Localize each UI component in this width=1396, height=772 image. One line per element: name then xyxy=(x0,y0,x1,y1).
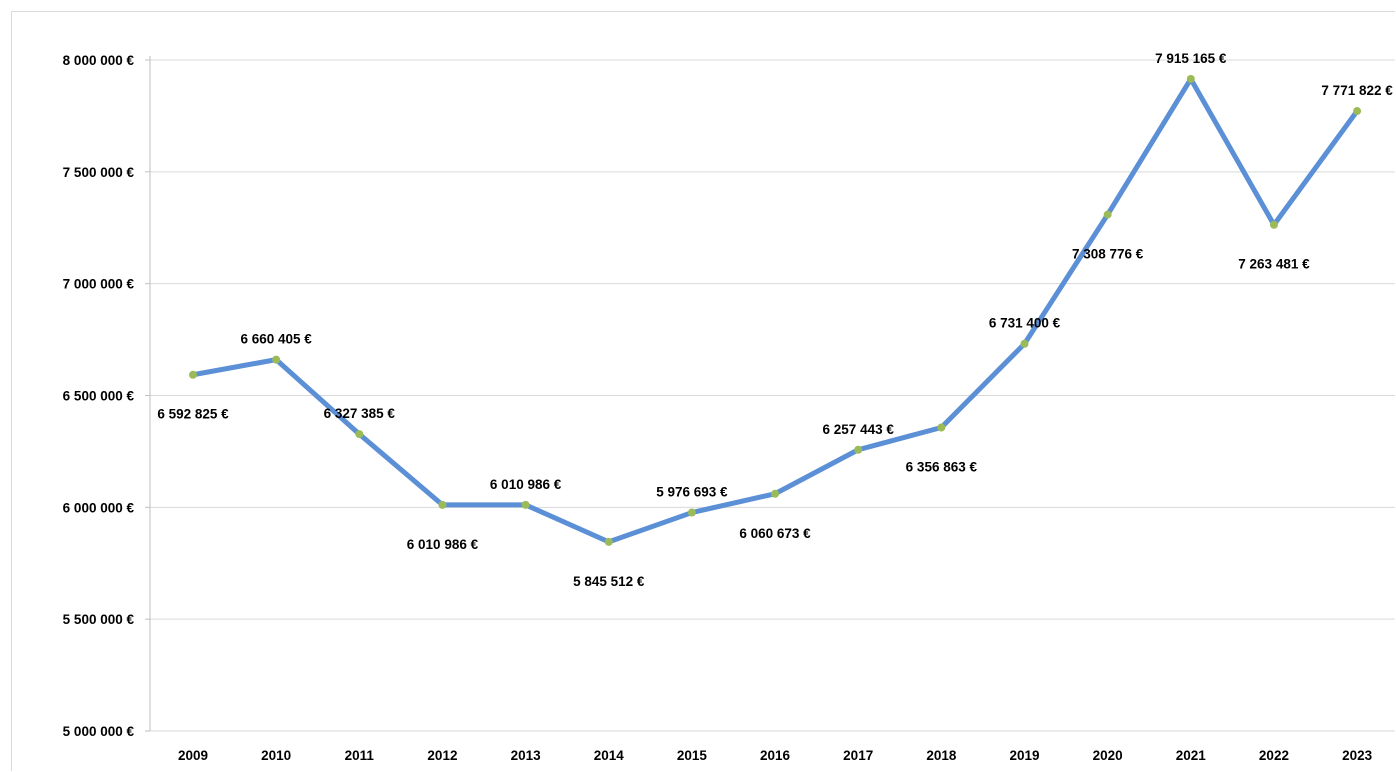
data-point xyxy=(604,537,613,546)
data-point xyxy=(937,423,946,432)
gridlines xyxy=(150,59,1395,732)
data-label: 7 915 165 € xyxy=(1155,51,1227,66)
series-polyline xyxy=(190,76,1360,545)
data-label: 7 263 481 € xyxy=(1238,257,1310,272)
data-point xyxy=(521,500,530,509)
data-point xyxy=(1103,210,1112,219)
x-tick-label: 2016 xyxy=(760,748,791,763)
data-point xyxy=(438,500,447,509)
data-label: 6 356 863 € xyxy=(906,460,978,475)
data-point xyxy=(355,430,364,439)
data-labels: 6 592 825 € 6 660 405 € 6 327 385 € 6 010 9… xyxy=(157,51,1393,589)
data-label: 6 327 385 € xyxy=(324,406,396,421)
data-point xyxy=(1269,220,1278,229)
x-tick-label: 2010 xyxy=(261,748,291,763)
y-tick-label: 5 500 000 € xyxy=(63,612,135,627)
data-label: 5 845 512 € xyxy=(573,574,645,589)
x-axis: 2009 2010 2011 2012 2013 2014 2015 2016 2017 2018… xyxy=(178,748,1373,763)
data-point xyxy=(1020,339,1029,348)
x-tick-label: 2013 xyxy=(511,748,542,763)
data-label: 6 257 443 € xyxy=(823,422,895,437)
chart-frame xyxy=(11,11,1395,771)
data-label: 6 660 405 € xyxy=(240,332,312,347)
y-tick-label: 5 000 000 € xyxy=(63,724,135,739)
y-tick-label: 7 000 000 € xyxy=(63,277,135,292)
data-label: 6 592 825 € xyxy=(157,407,229,422)
data-label: 6 060 673 € xyxy=(739,526,811,541)
x-tick-label: 2015 xyxy=(677,748,708,763)
x-tick-label: 2012 xyxy=(427,748,457,763)
y-axis: 5 000 000 € 5 500 000 € 6 000 000 € 6 500 0… xyxy=(63,53,151,739)
data-point xyxy=(771,489,780,498)
data-point xyxy=(189,370,197,379)
y-tick-label: 6 500 000 € xyxy=(63,389,135,404)
x-tick-label: 2018 xyxy=(926,748,957,763)
x-tick-label: 2021 xyxy=(1176,748,1207,763)
data-label: 6 010 986 € xyxy=(490,477,562,492)
data-point xyxy=(1186,74,1195,83)
y-tick-label: 6 000 000 € xyxy=(63,500,135,515)
x-tick-label: 2022 xyxy=(1259,748,1289,763)
x-tick-label: 2009 xyxy=(178,748,208,763)
y-tick-label: 8 000 000 € xyxy=(63,53,135,68)
x-tick-label: 2017 xyxy=(843,748,873,763)
x-tick-label: 2019 xyxy=(1009,748,1039,763)
data-label: 6 731 400 € xyxy=(989,316,1061,331)
x-tick-label: 2020 xyxy=(1093,748,1123,763)
data-point xyxy=(854,445,863,454)
data-point xyxy=(272,355,281,364)
y-tick-label: 7 500 000 € xyxy=(63,165,135,180)
data-point xyxy=(1353,107,1362,116)
data-label: 5 976 693 € xyxy=(656,485,728,500)
data-markers xyxy=(189,74,1362,546)
x-tick-label: 2023 xyxy=(1342,748,1373,763)
data-label: 7 771 822 € xyxy=(1321,83,1393,98)
x-tick-label: 2011 xyxy=(345,748,375,763)
series-line xyxy=(190,76,1360,545)
x-tick-label: 2014 xyxy=(594,748,625,763)
data-label: 6 010 986 € xyxy=(407,537,479,552)
data-point xyxy=(687,508,696,517)
data-label: 7 308 776 € xyxy=(1072,247,1144,262)
